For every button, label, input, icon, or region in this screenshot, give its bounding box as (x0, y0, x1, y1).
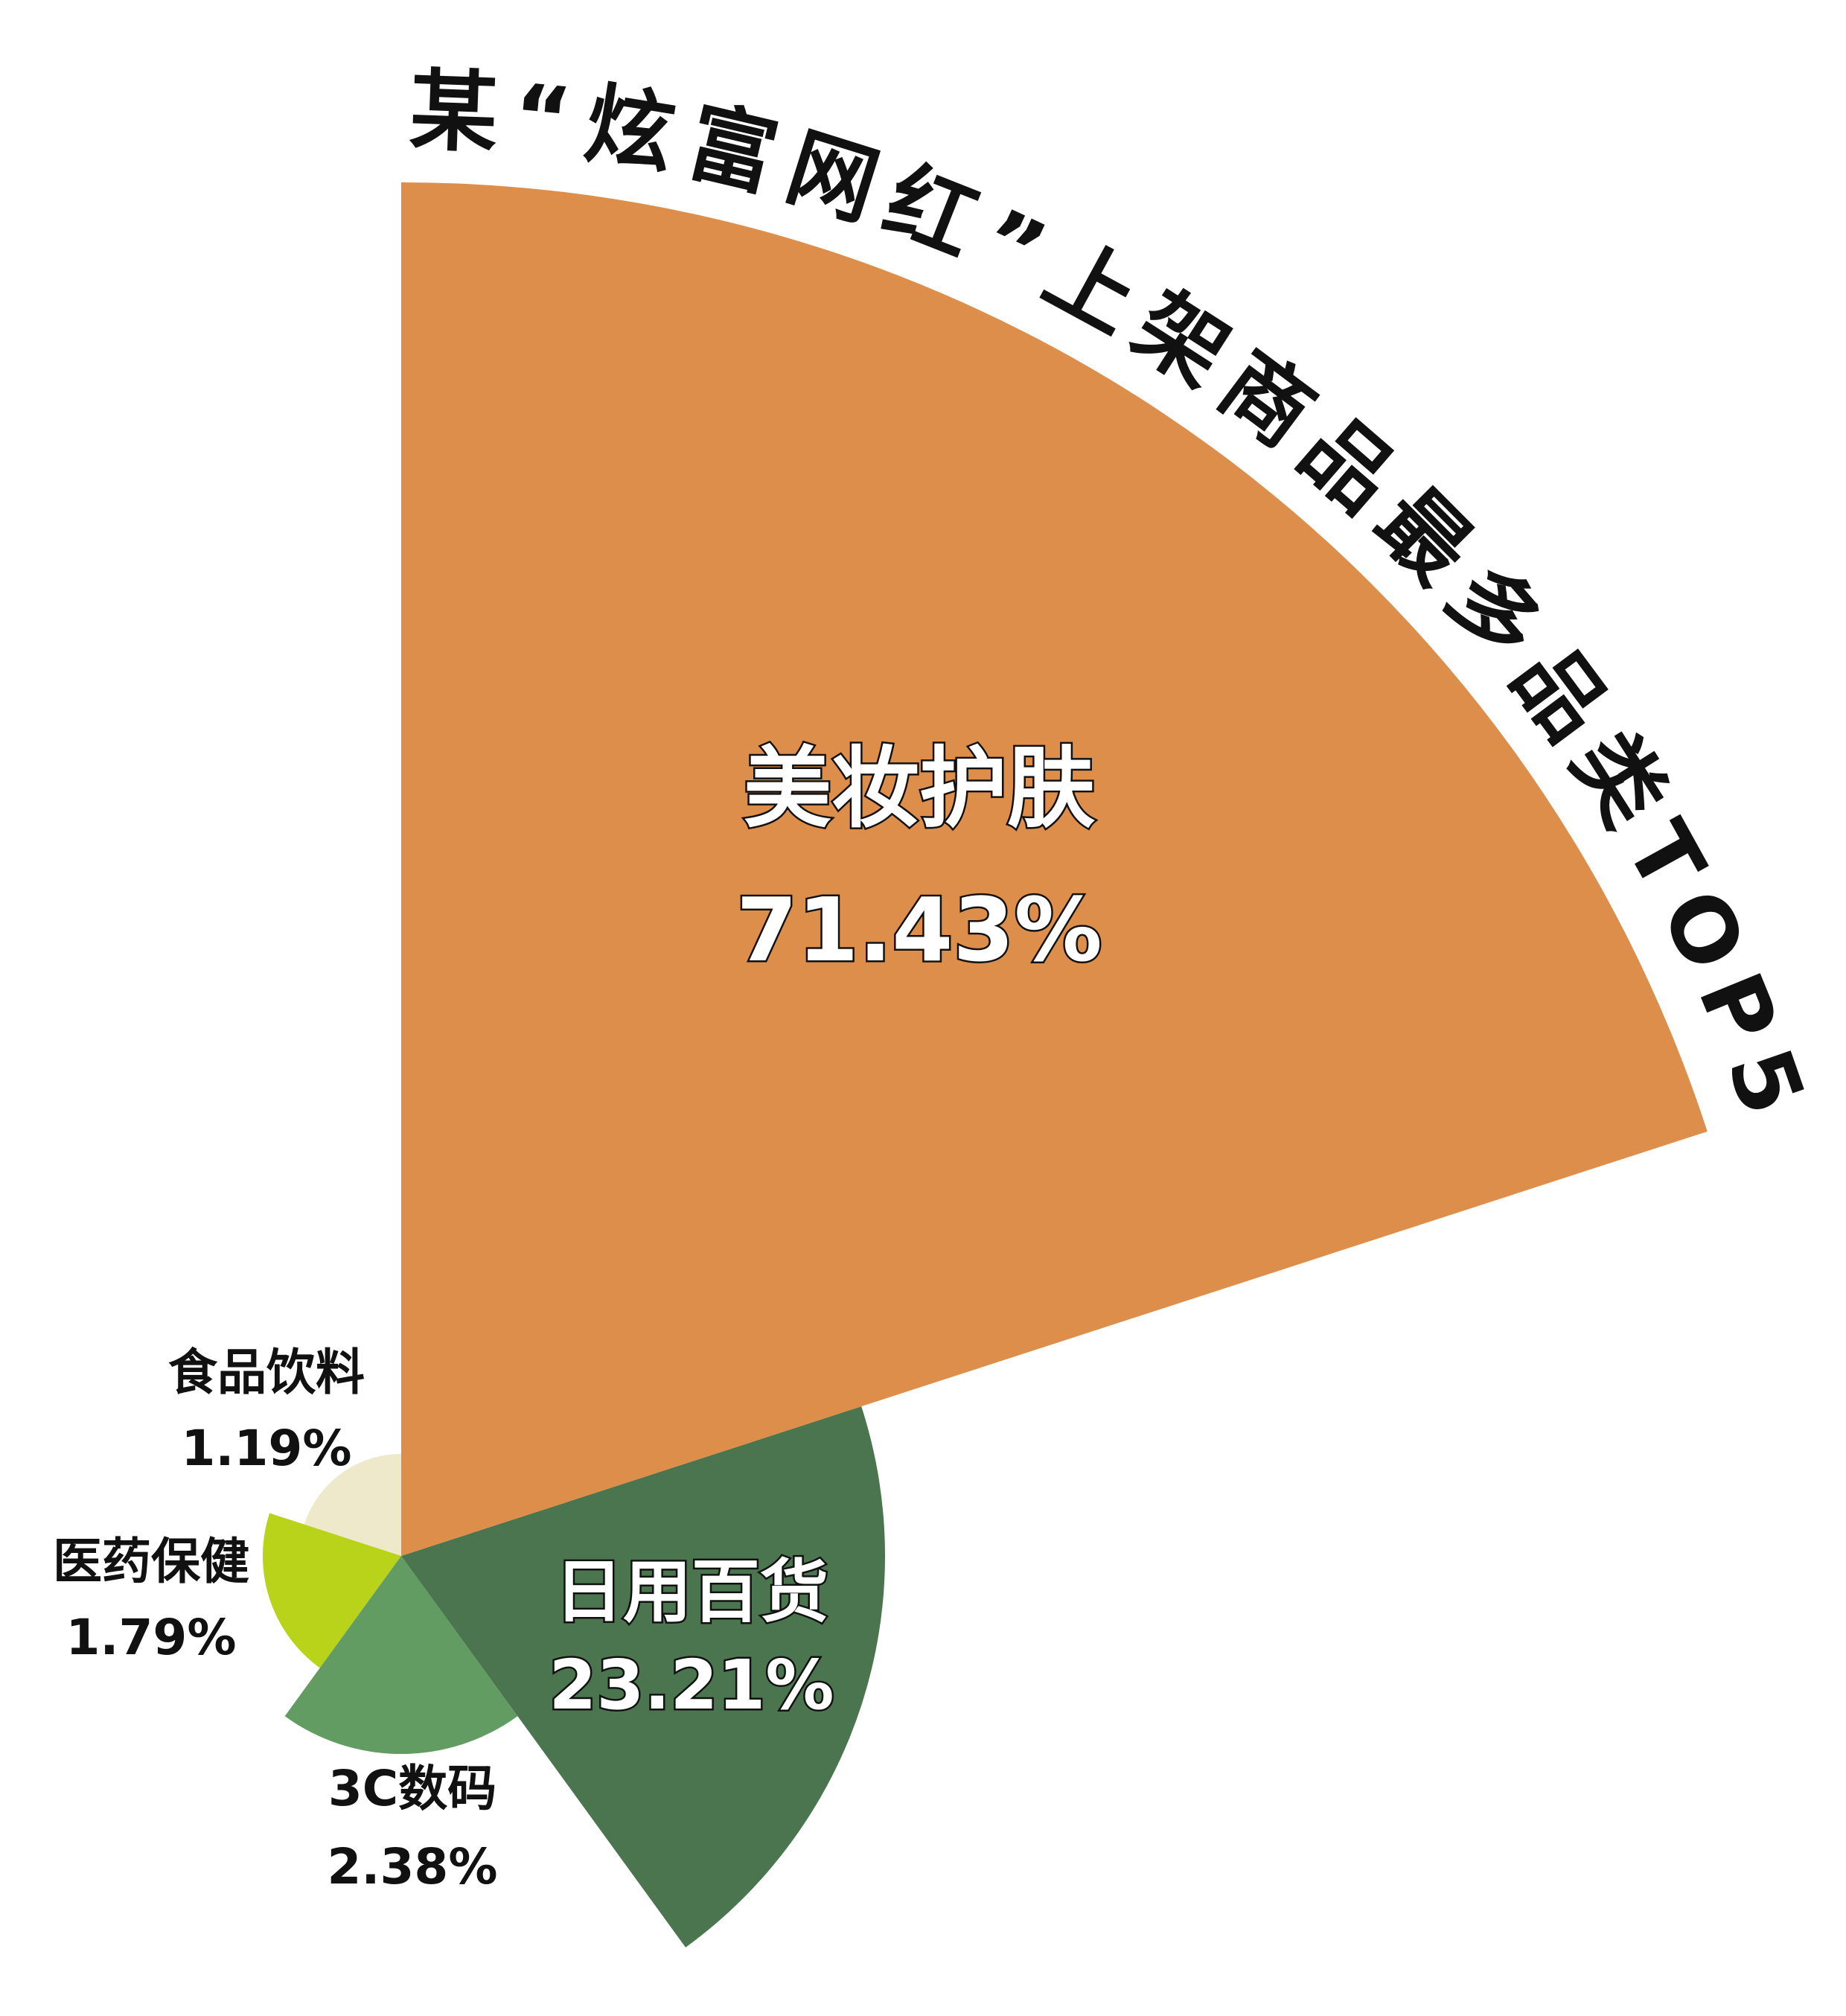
slice-5 (304, 1454, 401, 1556)
slices (263, 182, 1708, 1948)
category-label-3: 3C数码 (328, 1760, 496, 1817)
value-label-2: 23.21% (549, 1645, 834, 1725)
slice-3 (284, 1556, 518, 1754)
category-label-1: 美妆护肤 (744, 737, 1095, 840)
value-label-5: 1.19% (182, 1420, 352, 1477)
labels: 美妆护肤 71.43% 日用百货 23.21% 3C数码 2.38% 医药保健 1.79% 食品… (53, 736, 1104, 1896)
value-label-1: 71.43% (736, 878, 1102, 981)
category-label-5: 食品饮料 (168, 1344, 365, 1401)
value-label-3: 2.38% (328, 1838, 498, 1895)
category-label-2: 日用百货 (555, 1552, 828, 1632)
value-label-4: 1.79% (66, 1609, 237, 1666)
slice-4 (263, 1513, 401, 1668)
category-label-4: 医药保健 (53, 1533, 249, 1590)
slice-2 (401, 1406, 885, 1948)
slice-1 (401, 182, 1708, 1556)
